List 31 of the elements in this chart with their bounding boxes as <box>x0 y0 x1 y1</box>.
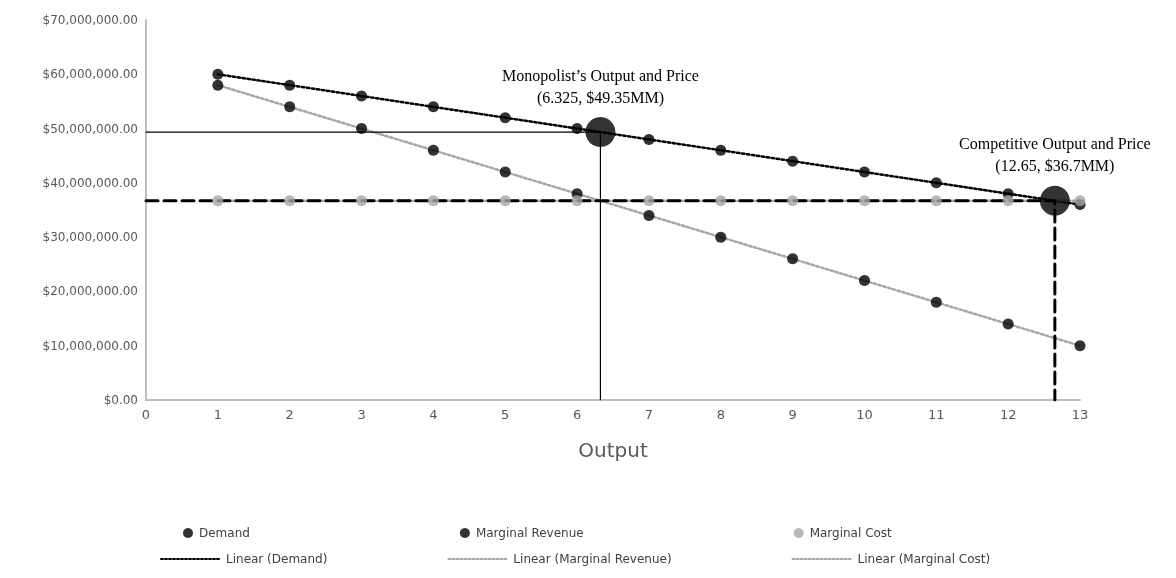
x-tick-label: 5 <box>501 407 510 422</box>
y-tick-label: $30,000,000.00 <box>42 230 138 245</box>
y-tick-label: $60,000,000.00 <box>42 67 138 82</box>
legend-label: Linear (Marginal Revenue) <box>513 552 672 566</box>
legend-label: Linear (Demand) <box>226 552 328 566</box>
x-tick-label: 2 <box>285 407 294 422</box>
y-tick-label: $50,000,000.00 <box>42 121 138 136</box>
x-tick-label: 0 <box>141 407 151 422</box>
x-tick-label: 7 <box>644 407 654 422</box>
y-tick-label: $70,000,000.00 <box>42 13 138 27</box>
x-tick-label: 4 <box>429 407 438 422</box>
x-tick-label: 1 <box>213 407 222 422</box>
x-axis-title: Output <box>578 438 648 462</box>
y-tick-label: $20,000,000.00 <box>42 284 138 299</box>
x-tick-label: 9 <box>788 407 797 422</box>
annotation: Competitive Output and Price (12.65, $36.7MM) <box>959 135 1151 176</box>
x-tick-label: 12 <box>999 407 1017 422</box>
x-tick-label: 8 <box>716 407 725 422</box>
legend-label: Marginal Revenue <box>475 526 584 540</box>
x-tick-label: 6 <box>572 407 582 422</box>
y-tick-label: $0.00 <box>103 393 138 407</box>
annotation: Monopolist’s Output and Price (6.325, $49.35MM) <box>501 66 699 107</box>
x-tick-label: 11 <box>928 407 945 422</box>
y-tick-label: $10,000,000.00 <box>42 338 138 353</box>
legend-label: Marginal Cost <box>809 526 893 540</box>
x-tick-label: 13 <box>1071 407 1089 422</box>
x-tick-label: 10 <box>856 407 873 422</box>
x-tick-label: 3 <box>357 407 366 422</box>
legend-label: Demand <box>199 526 250 540</box>
legend-label: Linear (Marginal Cost) <box>857 552 991 566</box>
y-tick-label: $40,000,000.00 <box>42 175 138 190</box>
